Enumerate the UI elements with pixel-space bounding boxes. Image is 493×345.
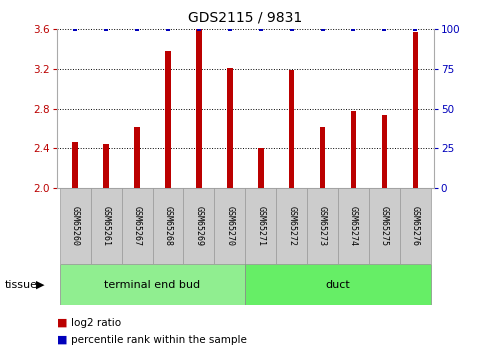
Bar (245, 264, 431, 305)
Text: percentile rank within the sample: percentile rank within the sample (71, 335, 247, 345)
Point (164, 27, 172, 32)
Bar (91, 188, 122, 264)
Bar (72, 142, 78, 188)
Bar (183, 188, 214, 264)
Point (257, 27, 265, 32)
Bar (382, 115, 387, 188)
Text: GDS2115 / 9831: GDS2115 / 9831 (188, 10, 302, 24)
Text: duct: duct (326, 280, 351, 289)
Point (102, 27, 110, 32)
Point (318, 27, 326, 32)
Text: GSM65270: GSM65270 (225, 206, 234, 246)
Bar (134, 127, 140, 188)
Text: GSM65260: GSM65260 (70, 206, 80, 246)
Text: GSM65268: GSM65268 (164, 206, 173, 246)
Bar (369, 188, 400, 264)
Text: GSM65273: GSM65273 (318, 206, 327, 246)
Point (350, 27, 357, 32)
Bar (276, 188, 307, 264)
Point (288, 27, 296, 32)
Bar (400, 188, 431, 264)
Text: GSM65274: GSM65274 (349, 206, 358, 246)
Bar (122, 188, 152, 264)
Point (133, 27, 141, 32)
Bar (338, 188, 369, 264)
Text: GSM65275: GSM65275 (380, 206, 389, 246)
Bar (307, 188, 338, 264)
Bar (258, 148, 263, 188)
Bar (196, 29, 202, 188)
Bar (227, 68, 233, 188)
Text: GSM65267: GSM65267 (133, 206, 141, 246)
Bar (165, 51, 171, 188)
Text: GSM65271: GSM65271 (256, 206, 265, 246)
Bar (413, 32, 418, 188)
Text: terminal end bud: terminal end bud (105, 280, 201, 289)
Text: ▶: ▶ (35, 280, 44, 289)
Bar (152, 188, 183, 264)
Text: tissue: tissue (5, 280, 38, 289)
Text: GSM65272: GSM65272 (287, 206, 296, 246)
Bar (214, 188, 245, 264)
Bar (289, 70, 294, 188)
Bar (245, 188, 276, 264)
Bar (60, 188, 91, 264)
Point (71, 27, 79, 32)
Text: ■: ■ (57, 335, 67, 345)
Point (381, 27, 388, 32)
Bar (104, 144, 109, 188)
Point (226, 27, 234, 32)
Text: GSM65276: GSM65276 (411, 206, 420, 246)
Text: ■: ■ (57, 318, 67, 327)
Text: log2 ratio: log2 ratio (71, 318, 122, 327)
Text: GSM65269: GSM65269 (194, 206, 204, 246)
Bar (60, 264, 246, 305)
Bar (320, 127, 325, 188)
Point (411, 27, 419, 32)
Point (195, 27, 203, 32)
Text: GSM65261: GSM65261 (102, 206, 110, 246)
Bar (351, 111, 356, 188)
